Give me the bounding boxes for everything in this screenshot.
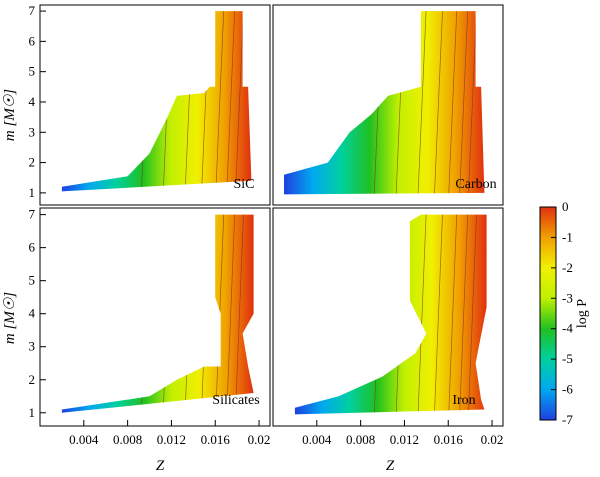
ylabel-bottom: m [M☉] xyxy=(2,292,18,344)
contour-line xyxy=(433,11,444,195)
y-tick-label: 1 xyxy=(29,185,36,200)
y-tick-label: 3 xyxy=(29,124,36,139)
ylabel-top: m [M☉] xyxy=(2,89,18,141)
panel-silicates: 1 2 3 4 5 6 7 0.004 0.008 0.012 0.016 0.02 Silicates xyxy=(29,207,271,447)
colorbar-tick-label: -2 xyxy=(562,260,573,275)
y-axis-title-top: m [M☉] xyxy=(2,89,18,141)
contour-line xyxy=(447,214,458,415)
region-iron xyxy=(294,214,487,415)
panel-iron: 0.004 0.008 0.012 0.016 0.02 Iron xyxy=(272,207,504,447)
contour-line xyxy=(467,11,478,195)
panel-label: Silicates xyxy=(212,393,259,408)
contour-line xyxy=(214,11,225,192)
contour-line xyxy=(225,214,236,413)
colorbar-tick-label: -7 xyxy=(562,412,573,427)
xlabel-left: Z xyxy=(156,458,165,474)
y-axis-title-bottom: m [M☉] xyxy=(2,292,18,344)
colorbar-tick-label: -5 xyxy=(562,351,573,366)
colorbar-tick-label: -6 xyxy=(562,382,573,397)
x-tick-label: 0.016 xyxy=(201,432,231,447)
y-tick-label: 2 xyxy=(29,155,36,170)
y-tick-label: 4 xyxy=(29,94,36,109)
contour-line xyxy=(433,214,444,415)
x-tick-label: 0.008 xyxy=(113,432,142,447)
y-tick-label: 6 xyxy=(29,240,36,255)
panel-label: Carbon xyxy=(455,177,496,192)
y-tick-label: 7 xyxy=(29,207,36,222)
colorbar: 0 -1 -2 -3 -4 -5 -6 -7 log P xyxy=(539,199,590,427)
y-tick-label: 3 xyxy=(29,339,36,354)
y-tick-label: 4 xyxy=(29,306,36,321)
y-tick-label: 5 xyxy=(29,273,36,288)
y-tick-label: 2 xyxy=(29,372,36,387)
contour-line xyxy=(458,11,469,195)
x-tick-label: 0.004 xyxy=(69,432,99,447)
panel-label: Iron xyxy=(452,393,475,408)
colorbar-tick-label: -3 xyxy=(562,290,573,305)
x-tick-label: 0.016 xyxy=(434,432,464,447)
x-tick-label: 0.02 xyxy=(481,432,504,447)
colorbar-tick-label: 0 xyxy=(562,199,569,214)
contour-line xyxy=(234,214,245,413)
colorbar-tick-label: -4 xyxy=(562,321,573,336)
contour-line xyxy=(467,214,478,415)
colorbar-tick-label: -1 xyxy=(562,229,573,244)
xlabel-right: Z xyxy=(386,458,395,474)
region-silicates xyxy=(61,214,254,413)
y-tick-label: 7 xyxy=(29,3,36,18)
contour-line xyxy=(458,214,469,415)
plot-frame xyxy=(272,4,504,206)
contour-line xyxy=(225,11,236,192)
y-tick-label: 1 xyxy=(29,405,36,420)
x-tick-label: 0.02 xyxy=(248,432,271,447)
y-tick-label: 6 xyxy=(29,33,36,48)
region-carbon xyxy=(284,11,485,195)
x-tick-label: 0.004 xyxy=(302,432,332,447)
x-tick-label: 0.012 xyxy=(157,432,186,447)
plot-frame xyxy=(272,207,504,427)
plot-frame xyxy=(39,207,271,427)
contour-line xyxy=(417,11,427,195)
y-tick-label: 5 xyxy=(29,64,36,79)
colorbar-label: log P xyxy=(575,299,590,328)
x-tick-label: 0.008 xyxy=(346,432,375,447)
colorbar-scale xyxy=(539,206,557,421)
plot-frame xyxy=(39,4,271,206)
panel-sic: 1 2 3 4 5 6 7 SiC xyxy=(29,3,271,206)
contour-line xyxy=(417,214,427,415)
region-sic xyxy=(61,11,252,192)
contour-line xyxy=(140,214,150,413)
contour-line xyxy=(447,11,458,195)
contour-line xyxy=(234,11,245,192)
panel-label: SiC xyxy=(233,177,254,192)
x-tick-label: 0.012 xyxy=(390,432,419,447)
panel-carbon: Carbon xyxy=(272,4,504,206)
